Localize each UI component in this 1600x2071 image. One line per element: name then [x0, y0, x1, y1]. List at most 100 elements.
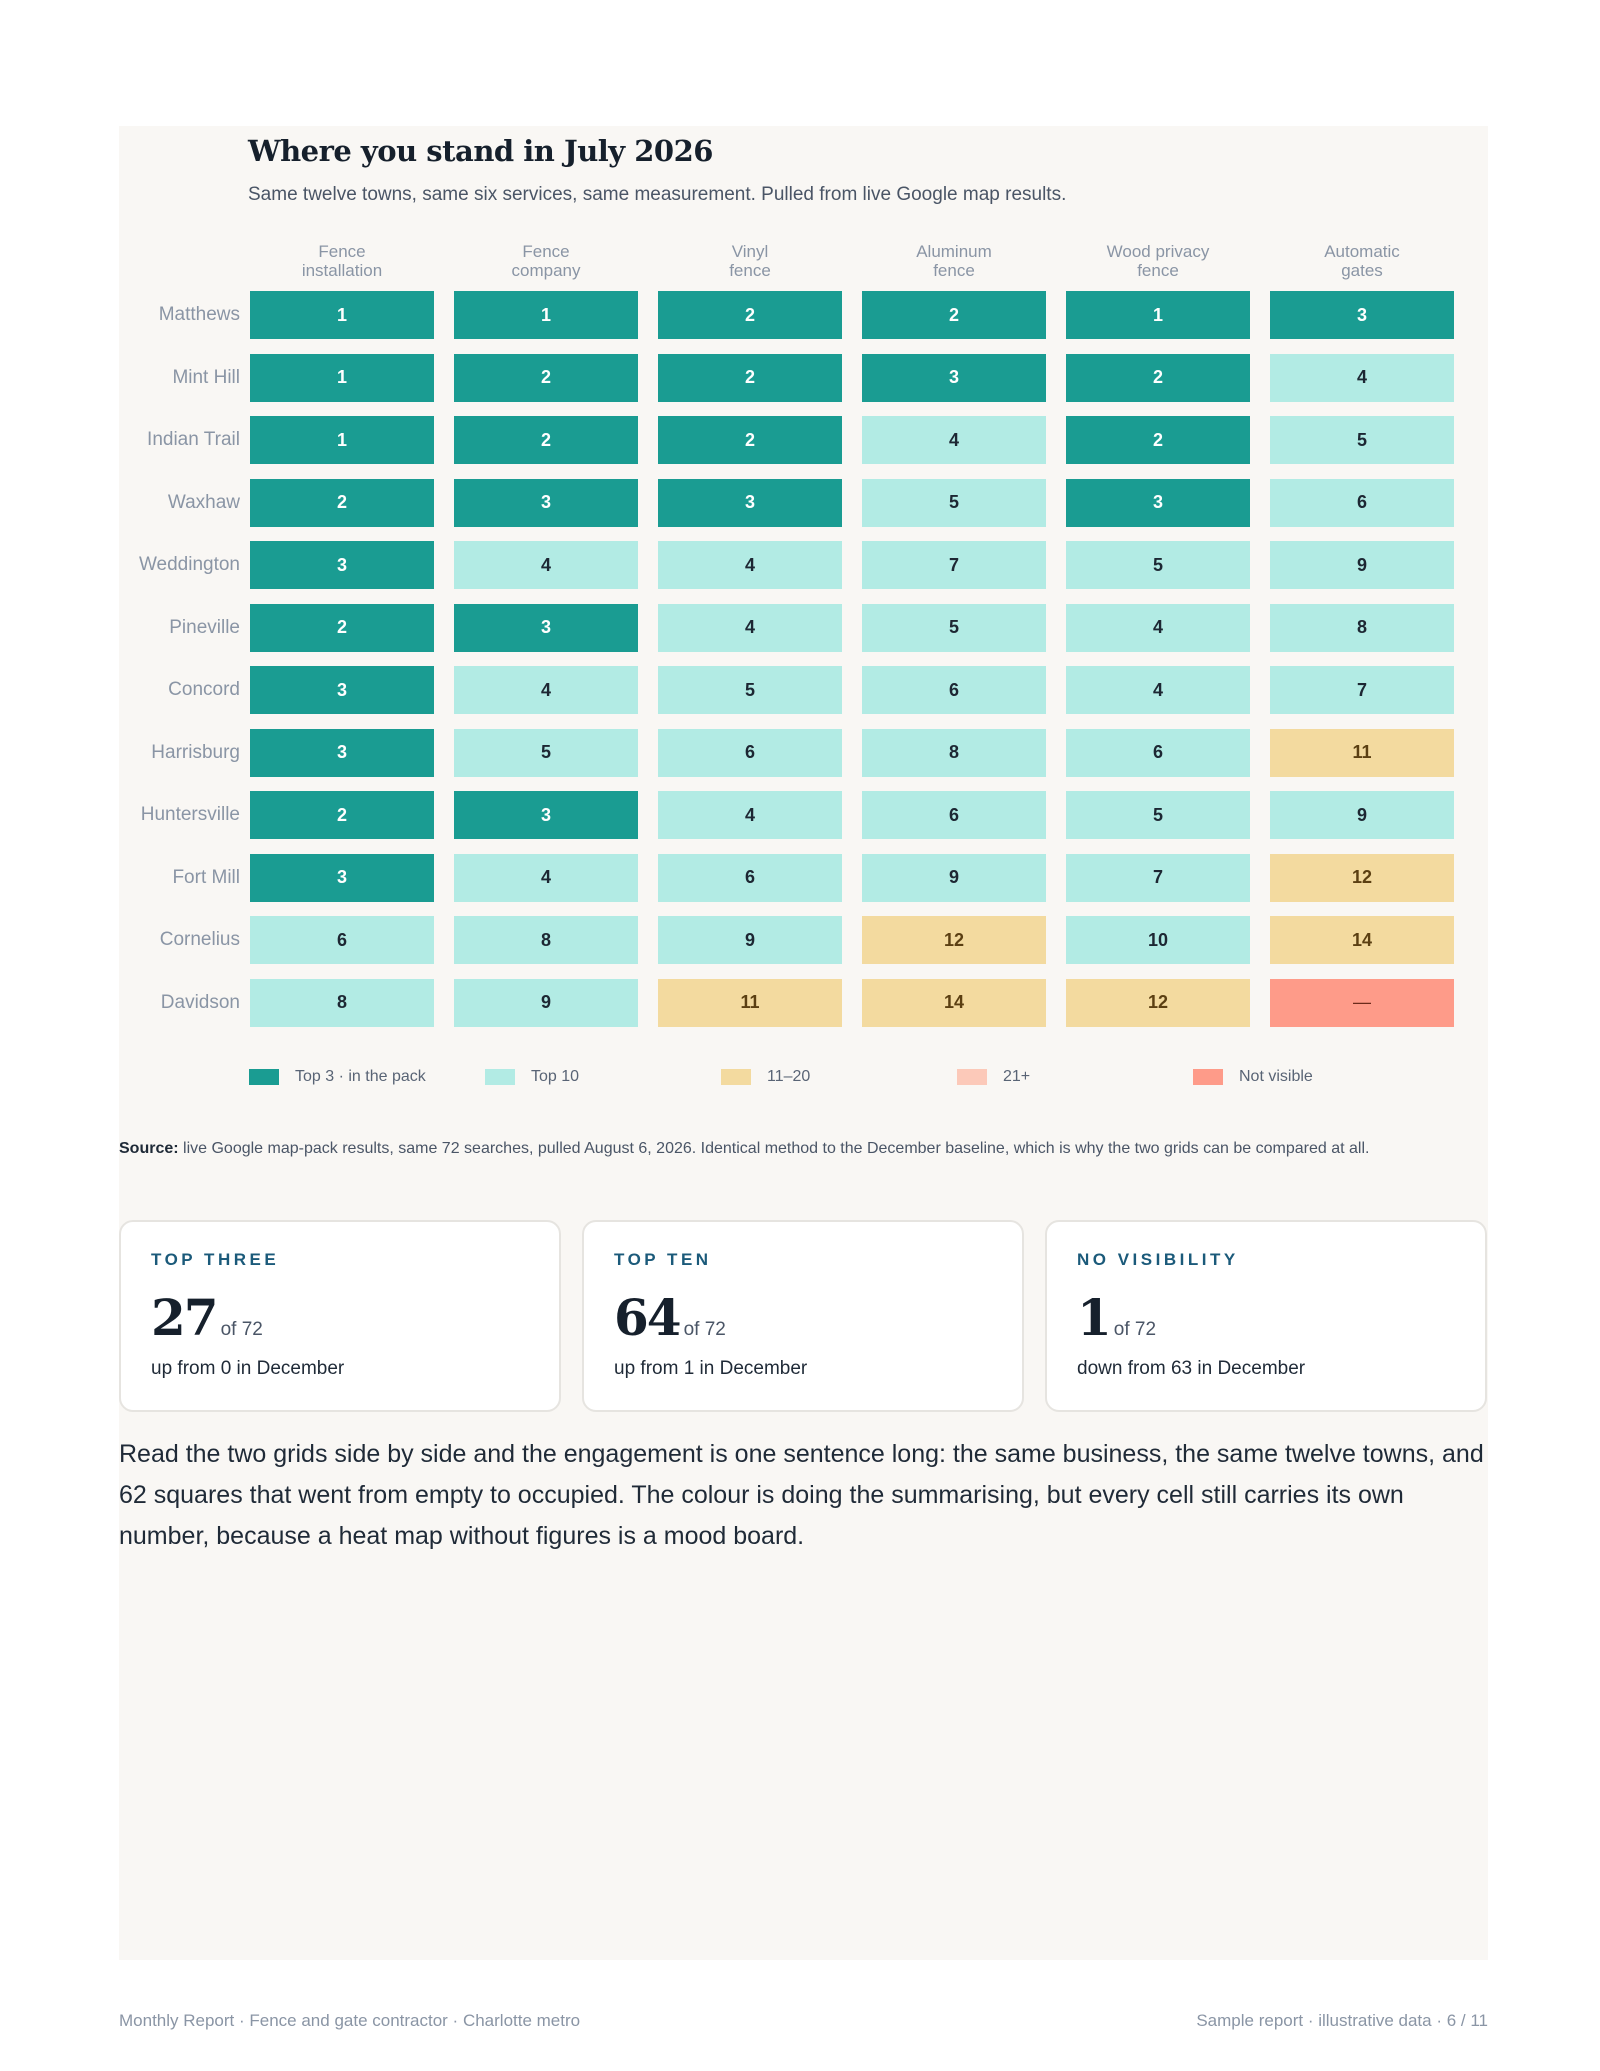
- stat-card-top-three: TOP THREE 27 of 72 up from 0 in December: [119, 1220, 561, 1412]
- heatmap-cell: 6: [250, 916, 434, 964]
- source-text: live Google map-pack results, same 72 se…: [178, 1140, 1370, 1157]
- column-header: Fence company: [454, 242, 638, 280]
- heatmap-cell: 2: [862, 291, 1046, 339]
- legend-swatch: [485, 1069, 515, 1085]
- heatmap-cell: 5: [658, 666, 842, 714]
- stat-kicker: TOP TEN: [614, 1250, 712, 1269]
- column-header: Vinyl fence: [658, 242, 842, 280]
- stat-denominator: of 72: [1113, 1319, 1157, 1340]
- column-header-line: Vinyl: [731, 242, 769, 261]
- column-header-line: Automatic: [1324, 242, 1400, 261]
- heatmap-cell: 8: [862, 728, 1046, 777]
- source-note: Source: live Google map-pack results, sa…: [119, 1136, 1488, 1162]
- heatmap-cell: 11: [1270, 728, 1454, 777]
- heatmap-cell: 4: [658, 541, 842, 589]
- row-label: Weddington: [138, 554, 240, 575]
- heatmap-cell: 4: [454, 541, 638, 589]
- column-header-line: fence: [933, 261, 975, 280]
- stat-card-no-visibility: NO VISIBILITY 1 of 72 down from 63 in De…: [1045, 1220, 1487, 1412]
- column-header: Fence installation: [250, 242, 434, 280]
- heatmap-cell: —: [1270, 978, 1454, 1027]
- heatmap-cell: 2: [454, 353, 638, 402]
- column-header-line: Fence: [318, 242, 366, 261]
- legend-item-top3: Top 3 · in the pack: [249, 1068, 426, 1086]
- stat-value: 64: [614, 1288, 682, 1347]
- heatmap-cell: 9: [454, 978, 638, 1027]
- stat-value-row: 64 of 72: [614, 1292, 992, 1344]
- stat-denominator: of 72: [220, 1319, 263, 1340]
- source-label: Source:: [119, 1140, 179, 1157]
- heatmap-cell: 3: [250, 541, 434, 589]
- stat-note: up from 0 in December: [151, 1358, 345, 1379]
- stat-denominator: of 72: [683, 1319, 726, 1340]
- heatmap-cell: 4: [658, 603, 842, 652]
- row-label: Pineville: [169, 616, 240, 638]
- legend-swatch: [957, 1069, 987, 1085]
- heatmap-cell: 9: [1270, 541, 1454, 589]
- heatmap-cell: 2: [250, 478, 434, 527]
- heatmap-cell: 12: [862, 916, 1046, 964]
- column-header: Aluminum fence: [862, 242, 1046, 280]
- stat-note: up from 1 in December: [614, 1358, 808, 1379]
- legend-swatch: [721, 1069, 751, 1085]
- heatmap-cell: 6: [862, 666, 1046, 714]
- column-header-line: Fence: [522, 242, 570, 261]
- column-header-line: company: [511, 261, 581, 280]
- heatmap-cell: 9: [862, 853, 1046, 902]
- heatmap-cell: 6: [1270, 478, 1454, 527]
- legend-label: 11–20: [767, 1068, 811, 1085]
- legend-label: Top 10: [531, 1068, 580, 1085]
- heatmap-cell: 3: [454, 791, 638, 839]
- heatmap-cell: 5: [1066, 541, 1250, 589]
- heatmap-cell: 12: [1066, 978, 1250, 1027]
- heatmap-cell: 3: [1066, 478, 1250, 527]
- heatmap-cell: 3: [454, 603, 638, 652]
- column-header-line: fence: [729, 261, 771, 280]
- legend-label: Not visible: [1239, 1068, 1313, 1085]
- footer-left: Monthly Report · Fence and gate contract…: [119, 2011, 581, 2030]
- heatmap-cell: 9: [1270, 791, 1454, 839]
- heatmap-cell: 6: [658, 728, 842, 777]
- heatmap-cell: 7: [862, 541, 1046, 589]
- heatmap-cell: 5: [1270, 416, 1454, 464]
- legend-swatch: [1193, 1069, 1223, 1085]
- row-label: Matthews: [158, 304, 240, 325]
- legend-label: Top 3 · in the pack: [295, 1068, 426, 1085]
- heatmap-cell: 3: [658, 478, 842, 527]
- heatmap-cell: 3: [454, 478, 638, 527]
- legend-swatch: [249, 1069, 279, 1085]
- heatmap-cell: 1: [1066, 291, 1250, 339]
- heatmap-cell: 8: [454, 916, 638, 964]
- row-label: Cornelius: [159, 929, 240, 950]
- legend-label: 21+: [1003, 1068, 1031, 1085]
- column-header-line: Aluminum: [916, 242, 992, 261]
- stat-value-row: 27 of 72: [151, 1292, 529, 1344]
- heatmap-cell: 2: [658, 353, 842, 402]
- legend-item-top10: Top 10: [485, 1068, 579, 1086]
- row-label: Concord: [168, 679, 240, 700]
- heatmap-cell: 4: [1270, 353, 1454, 402]
- heatmap-cell: 4: [1066, 666, 1250, 714]
- heatmap-cell: 7: [1066, 853, 1250, 902]
- column-header-line: installation: [301, 261, 383, 280]
- heatmap-cell: 1: [250, 291, 434, 339]
- row-label: Harrisburg: [151, 741, 240, 763]
- stat-value: 1: [1077, 1288, 1112, 1347]
- heatmap-cell: 9: [658, 916, 842, 964]
- heatmap-cell: 5: [862, 478, 1046, 527]
- row-label: Fort Mill: [172, 866, 240, 888]
- heatmap-cell: 2: [1066, 416, 1250, 464]
- heatmap-subtitle: Same twelve towns, same six services, sa…: [248, 184, 1067, 205]
- column-header-line: Wood privacy: [1106, 242, 1210, 261]
- heatmap-cell: 4: [454, 666, 638, 714]
- row-label: Huntersville: [140, 804, 240, 825]
- heatmap-cell: 3: [1270, 291, 1454, 339]
- heatmap-cell: 3: [250, 728, 434, 777]
- heatmap-cell: 2: [250, 603, 434, 652]
- heatmap-cell: 7: [1270, 666, 1454, 714]
- heatmap-cell: 6: [1066, 728, 1250, 777]
- legend-item-11-20: 11–20: [721, 1068, 810, 1086]
- heatmap-cell: 8: [250, 978, 434, 1027]
- heatmap-cell: 5: [1066, 791, 1250, 839]
- body-paragraph: Read the two grids side by side and the …: [119, 1440, 1484, 1550]
